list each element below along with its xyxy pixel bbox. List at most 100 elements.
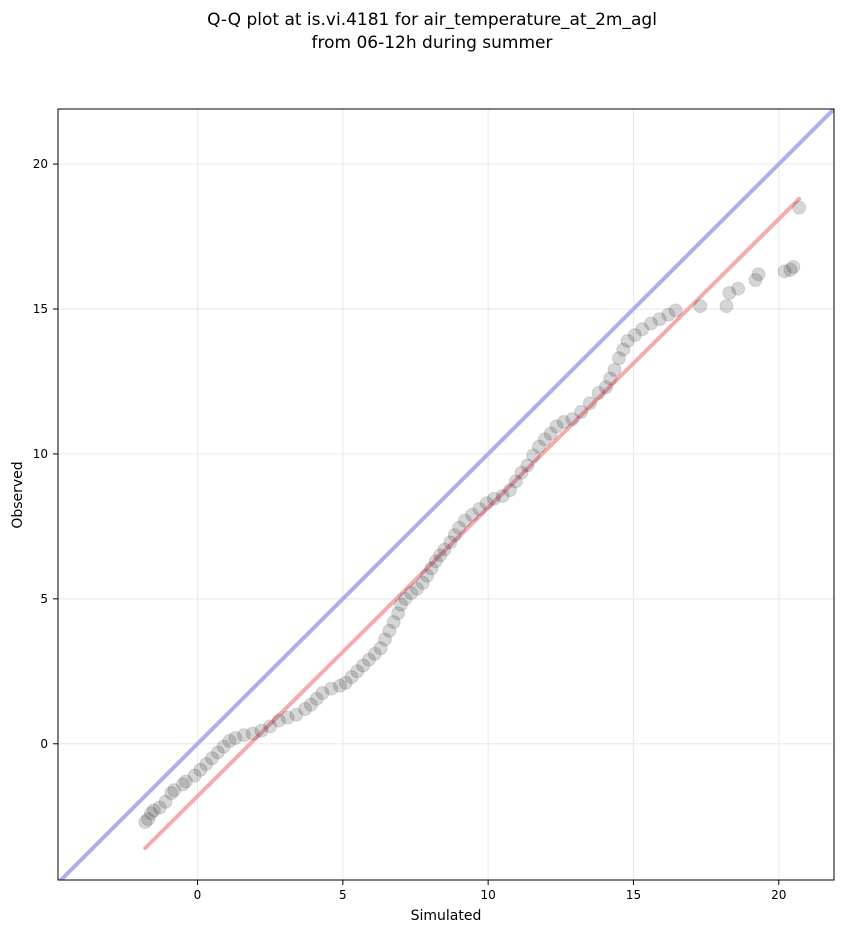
- data-point: [502, 483, 517, 498]
- x-ticks: 0 5 10 15 20: [194, 880, 786, 902]
- data-point: [661, 307, 676, 322]
- identity-line: [58, 109, 834, 880]
- plot-area: [58, 109, 834, 880]
- data-point: [254, 723, 269, 738]
- data-point: [263, 719, 278, 734]
- data-point: [643, 316, 658, 331]
- x-tick-label: 0: [194, 888, 202, 902]
- data-point: [693, 299, 708, 314]
- data-point: [603, 371, 618, 386]
- data-point: [620, 333, 635, 348]
- chart-subtitle: from 06-12h during summer: [312, 33, 553, 53]
- data-point: [532, 439, 547, 454]
- data-point: [377, 632, 392, 647]
- data-point: [437, 542, 452, 557]
- data-point: [479, 496, 494, 511]
- data-point: [751, 267, 766, 282]
- data-point: [222, 733, 237, 748]
- data-point: [167, 783, 182, 798]
- data-point: [152, 800, 167, 815]
- data-point: [404, 586, 419, 601]
- data-point: [298, 701, 313, 716]
- grid-lines: [58, 109, 834, 880]
- x-tick-label: 10: [481, 888, 496, 902]
- x-tick-label: 5: [339, 888, 347, 902]
- data-point: [591, 386, 606, 401]
- data-point: [582, 396, 597, 411]
- data-point: [447, 528, 462, 543]
- data-point: [783, 262, 798, 277]
- data-point: [158, 794, 173, 809]
- y-ticks: 0 5 10 15 20: [33, 157, 58, 751]
- data-point: [193, 762, 208, 777]
- data-point: [373, 641, 388, 656]
- data-point: [216, 739, 231, 754]
- data-point: [748, 273, 763, 288]
- data-point: [245, 726, 260, 741]
- y-tick-label: 10: [33, 447, 48, 461]
- plot-frame: [57, 108, 835, 881]
- data-point: [668, 303, 683, 318]
- data-point: [543, 426, 558, 441]
- data-point: [367, 646, 382, 661]
- data-point: [164, 786, 179, 801]
- data-point: [731, 281, 746, 296]
- data-point: [565, 412, 580, 427]
- data-point: [465, 507, 480, 522]
- y-axis-label: Observed: [10, 461, 26, 528]
- data-point: [556, 415, 571, 430]
- data-point: [635, 322, 650, 337]
- data-point: [386, 615, 401, 630]
- data-point: [141, 812, 156, 827]
- data-point: [178, 774, 193, 789]
- data-point: [175, 777, 190, 792]
- data-point: [420, 568, 435, 583]
- data-point: [472, 501, 487, 516]
- data-point: [526, 448, 541, 463]
- y-tick-label: 5: [40, 592, 48, 606]
- data-point: [271, 713, 286, 728]
- data-point: [428, 554, 443, 569]
- data-point: [303, 697, 318, 712]
- data-point: [138, 815, 153, 830]
- data-point: [315, 686, 330, 701]
- scatter-points: [138, 200, 807, 830]
- data-point: [514, 465, 529, 480]
- data-point: [520, 458, 535, 473]
- data-point: [792, 200, 807, 215]
- data-point: [199, 757, 214, 772]
- data-point: [627, 328, 642, 343]
- chart-title: Q-Q plot at is.vi.4181 for air_temperatu…: [207, 10, 657, 30]
- data-point: [777, 264, 792, 279]
- data-point: [187, 768, 202, 783]
- y-tick-label: 0: [40, 737, 48, 751]
- y-tick-label: 20: [33, 157, 48, 171]
- data-point: [616, 342, 631, 357]
- data-point: [574, 404, 589, 419]
- y-tick-label: 15: [33, 302, 48, 316]
- data-point: [350, 664, 365, 679]
- data-point: [508, 474, 523, 489]
- data-point: [398, 591, 413, 606]
- data-point: [607, 362, 622, 377]
- data-point: [486, 491, 501, 506]
- data-point: [598, 380, 613, 395]
- data-point: [146, 803, 161, 818]
- x-tick-label: 15: [626, 888, 641, 902]
- data-point: [391, 606, 406, 621]
- data-point: [424, 561, 439, 576]
- data-point: [452, 520, 467, 535]
- data-point: [289, 707, 304, 722]
- data-point: [228, 730, 243, 745]
- data-point: [332, 678, 347, 693]
- data-point: [338, 675, 353, 690]
- data-point: [719, 299, 734, 314]
- data-point: [415, 575, 430, 590]
- data-point: [237, 728, 252, 743]
- data-point: [280, 710, 295, 725]
- data-point: [210, 745, 225, 760]
- x-tick-label: 20: [771, 888, 786, 902]
- data-point: [722, 286, 737, 301]
- data-point: [433, 548, 448, 563]
